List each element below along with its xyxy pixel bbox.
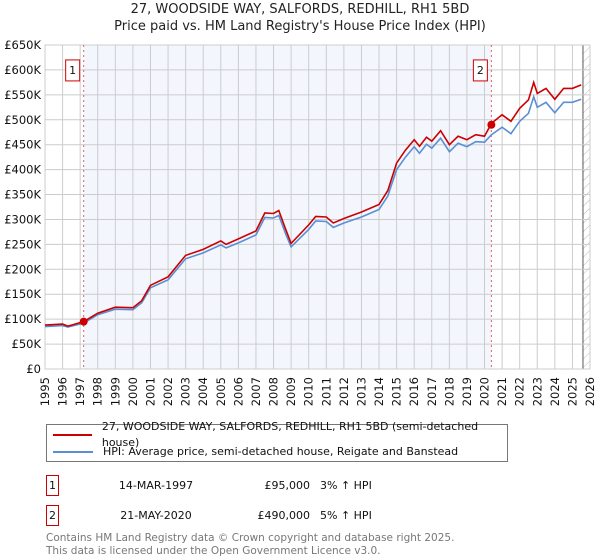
sale-point <box>79 317 88 326</box>
legend-item-property: 27, WOODSIDE WAY, SALFORDS, REDHILL, RH1… <box>53 420 507 449</box>
x-tick-label: 2021 <box>495 377 509 406</box>
hpi-series-line <box>44 94 582 328</box>
y-tick-label: £550K <box>4 88 41 102</box>
sale-marker-label: 2 <box>477 64 484 77</box>
sale-date: 21-MAY-2020 <box>120 509 192 522</box>
x-tick-label: 2011 <box>319 377 333 406</box>
legend-label: HPI: Average price, semi-detached house,… <box>103 445 459 458</box>
legend-label: 27, WOODSIDE WAY, SALFORDS, REDHILL, RH1… <box>101 420 479 449</box>
y-tick-label: £0 <box>26 362 41 376</box>
hatched-region <box>582 45 590 369</box>
sale-marker-box <box>472 59 488 82</box>
sale-marker-box <box>65 59 81 82</box>
footer-license: This data is licensed under the Open Gov… <box>46 545 381 557</box>
x-tick-label: 2015 <box>390 377 404 406</box>
sale-marker-badge: 1 <box>46 475 59 496</box>
plot-border <box>44 44 591 370</box>
x-tick-label: 2004 <box>196 377 210 406</box>
sale-marker-label: 1 <box>69 64 76 77</box>
x-tick-label: 2016 <box>407 377 421 406</box>
property-series-line <box>44 79 582 327</box>
x-tick-label: 1998 <box>91 377 105 406</box>
sale-price: £490,000 <box>257 509 311 522</box>
x-tick-label: 2013 <box>354 377 368 406</box>
y-tick-label: £350K <box>4 188 41 202</box>
y-tick-label: £500K <box>4 113 41 127</box>
x-tick-label: 2025 <box>565 377 579 406</box>
x-tick-label: 1996 <box>56 377 70 406</box>
footer-copyright: Contains HM Land Registry data © Crown c… <box>46 532 455 544</box>
y-tick-label: £100K <box>4 312 41 326</box>
sale-price: £95,000 <box>264 479 311 492</box>
x-tick-label: 2001 <box>143 377 157 406</box>
x-tick-label: 2019 <box>460 377 474 406</box>
legend-swatch-red <box>53 434 92 436</box>
y-tick-label: £150K <box>4 287 41 301</box>
price-chart: £0 £50K £100K £150K £200K £250K £300K £350K £400… <box>4 38 597 406</box>
legend-swatch-blue <box>53 451 93 453</box>
y-tick-label: £650K <box>4 38 41 52</box>
x-tick-label: 2023 <box>530 377 544 406</box>
y-tick-label: £300K <box>4 212 41 226</box>
sale-date: 14-MAR-1997 <box>118 479 194 492</box>
x-tick-label: 2026 <box>583 377 597 406</box>
x-tick-label: 2007 <box>249 377 263 406</box>
x-tick-label: 1997 <box>73 377 87 406</box>
x-tick-label: 2024 <box>548 377 562 406</box>
sale-point <box>487 120 496 129</box>
x-tick-label: 1995 <box>38 377 52 406</box>
x-tick-label: 2018 <box>442 377 456 406</box>
legend: 27, WOODSIDE WAY, SALFORDS, REDHILL, RH1… <box>46 420 508 462</box>
sale-hpi-diff: 5% ↑ HPI <box>320 509 372 522</box>
chart-title: 27, WOODSIDE WAY, SALFORDS, REDHILL, RH1… <box>130 2 470 17</box>
x-tick-label: 2000 <box>126 377 140 406</box>
x-tick-label: 2020 <box>478 377 492 406</box>
x-tick-label: 2006 <box>231 377 245 406</box>
x-tick-label: 2010 <box>302 377 316 406</box>
y-tick-label: £600K <box>4 63 41 77</box>
x-tick-label: 2014 <box>372 377 386 406</box>
x-tick-label: 2003 <box>179 377 193 406</box>
x-tick-label: 2009 <box>284 377 298 406</box>
y-tick-label: £250K <box>4 237 41 251</box>
y-tick-label: £400K <box>4 163 41 177</box>
x-tick-label: 2002 <box>161 377 175 406</box>
x-tick-label: 2008 <box>267 377 281 406</box>
x-tick-label: 2022 <box>513 377 527 406</box>
chart-subtitle: Price paid vs. HM Land Registry's House … <box>114 19 486 34</box>
x-tick-label: 2017 <box>425 377 439 406</box>
x-tick-label: 2005 <box>214 377 228 406</box>
y-tick-label: £450K <box>4 138 41 152</box>
shaded-ownership-period <box>83 45 492 369</box>
y-tick-label: £200K <box>4 262 41 276</box>
x-tick-label: 2012 <box>337 377 351 406</box>
sale-marker-badge: 2 <box>46 505 59 526</box>
legend-item-hpi: HPI: Average price, semi-detached house,… <box>53 444 458 460</box>
y-tick-label: £50K <box>12 337 42 351</box>
x-tick-label: 1999 <box>108 377 122 406</box>
sale-hpi-diff: 3% ↑ HPI <box>320 479 372 492</box>
